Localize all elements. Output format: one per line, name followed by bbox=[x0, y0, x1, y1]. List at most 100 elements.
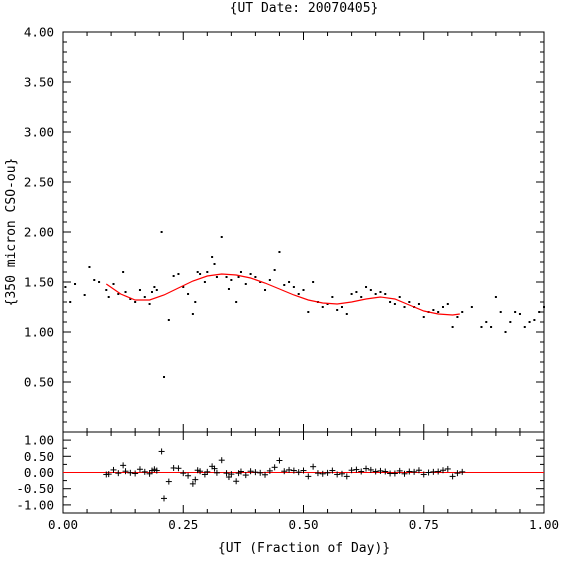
data-point bbox=[365, 286, 368, 288]
x-tick-label: 0.25 bbox=[168, 517, 198, 532]
data-point bbox=[150, 291, 153, 293]
data-point bbox=[203, 281, 206, 283]
y-tick-label: -0.50 bbox=[16, 481, 54, 496]
data-point bbox=[321, 306, 324, 308]
residual-point bbox=[314, 470, 321, 477]
data-point bbox=[254, 276, 257, 278]
data-point bbox=[441, 306, 444, 308]
residual-point bbox=[105, 471, 112, 478]
residual-point bbox=[439, 467, 446, 474]
data-point bbox=[129, 298, 132, 300]
residual-point bbox=[305, 473, 312, 480]
x-tick-label: 0.75 bbox=[409, 517, 439, 532]
data-point bbox=[514, 311, 517, 313]
data-point bbox=[69, 301, 72, 303]
residual-point bbox=[329, 467, 336, 474]
data-point bbox=[350, 293, 353, 295]
residual-point bbox=[120, 462, 127, 469]
data-point bbox=[485, 321, 488, 323]
data-point bbox=[167, 319, 170, 321]
data-point bbox=[451, 326, 454, 328]
residual-point bbox=[192, 476, 199, 483]
x-tick-label: 0.50 bbox=[288, 517, 318, 532]
data-point bbox=[393, 303, 396, 305]
residual-point bbox=[180, 470, 187, 477]
y-tick-label: 2.00 bbox=[24, 225, 54, 240]
data-point bbox=[268, 279, 271, 281]
data-point bbox=[177, 273, 180, 275]
residual-point bbox=[110, 466, 117, 473]
data-point bbox=[153, 286, 156, 288]
residual-point bbox=[223, 470, 230, 477]
data-point bbox=[480, 326, 483, 328]
data-point bbox=[494, 296, 497, 298]
top-panel-frame bbox=[62, 31, 545, 433]
residual-point bbox=[420, 471, 427, 478]
data-point bbox=[143, 296, 146, 298]
residual-point bbox=[367, 466, 374, 473]
residual-point bbox=[415, 467, 422, 474]
residual-point bbox=[391, 470, 398, 477]
data-point bbox=[160, 231, 163, 233]
data-point bbox=[490, 326, 493, 328]
y-tick-label: 0.50 bbox=[24, 375, 54, 390]
x-tick-label: 0.00 bbox=[48, 517, 78, 532]
data-point bbox=[374, 293, 377, 295]
residual-point bbox=[343, 473, 350, 480]
data-point bbox=[122, 271, 125, 273]
residual-point bbox=[401, 470, 408, 477]
residual-point bbox=[115, 470, 122, 477]
data-point bbox=[259, 281, 262, 283]
data-point bbox=[225, 276, 228, 278]
residual-point bbox=[146, 470, 153, 477]
data-point bbox=[307, 311, 310, 313]
y-tick-label: 1.50 bbox=[24, 275, 54, 290]
data-point bbox=[230, 279, 233, 281]
data-point bbox=[83, 294, 86, 296]
residual-point bbox=[454, 470, 461, 477]
data-point bbox=[163, 376, 166, 378]
residual-point bbox=[334, 471, 341, 478]
data-point bbox=[340, 306, 343, 308]
data-point bbox=[206, 271, 209, 273]
y-tick-label: 3.00 bbox=[24, 125, 54, 140]
residual-point bbox=[338, 470, 345, 477]
data-point bbox=[194, 301, 197, 303]
data-point bbox=[199, 273, 202, 275]
data-point bbox=[88, 266, 91, 268]
residual-point bbox=[127, 469, 134, 476]
data-point bbox=[345, 313, 348, 315]
data-point bbox=[134, 301, 137, 303]
data-point bbox=[533, 319, 536, 321]
residual-point bbox=[204, 468, 211, 475]
data-point bbox=[326, 303, 329, 305]
residual-point bbox=[213, 469, 220, 476]
data-point bbox=[191, 313, 194, 315]
residual-point bbox=[372, 468, 379, 475]
y-tick-label: 2.50 bbox=[24, 175, 54, 190]
residual-point bbox=[262, 471, 269, 478]
data-point bbox=[389, 301, 392, 303]
data-point bbox=[117, 293, 120, 295]
data-point bbox=[403, 306, 406, 308]
data-point bbox=[148, 303, 151, 305]
residual-panel: 0.00 0.25 0.50 0.75 1.00-1.00-0.500.000.501.… bbox=[16, 431, 559, 532]
data-point bbox=[446, 303, 449, 305]
residual-point bbox=[295, 469, 302, 476]
fit-curve bbox=[105, 273, 460, 316]
data-point bbox=[98, 281, 101, 283]
y-tick-label: 1.00 bbox=[24, 433, 54, 448]
data-point bbox=[398, 296, 401, 298]
residual-point bbox=[218, 457, 225, 464]
residual-point bbox=[319, 470, 326, 477]
data-point bbox=[93, 279, 96, 281]
residual-point bbox=[122, 468, 129, 475]
data-point bbox=[408, 301, 411, 303]
residual-point bbox=[132, 470, 139, 477]
residual-point bbox=[363, 465, 370, 472]
residual-point bbox=[411, 468, 418, 475]
residual-point bbox=[233, 478, 240, 485]
data-point bbox=[543, 306, 545, 308]
data-point bbox=[504, 331, 507, 333]
